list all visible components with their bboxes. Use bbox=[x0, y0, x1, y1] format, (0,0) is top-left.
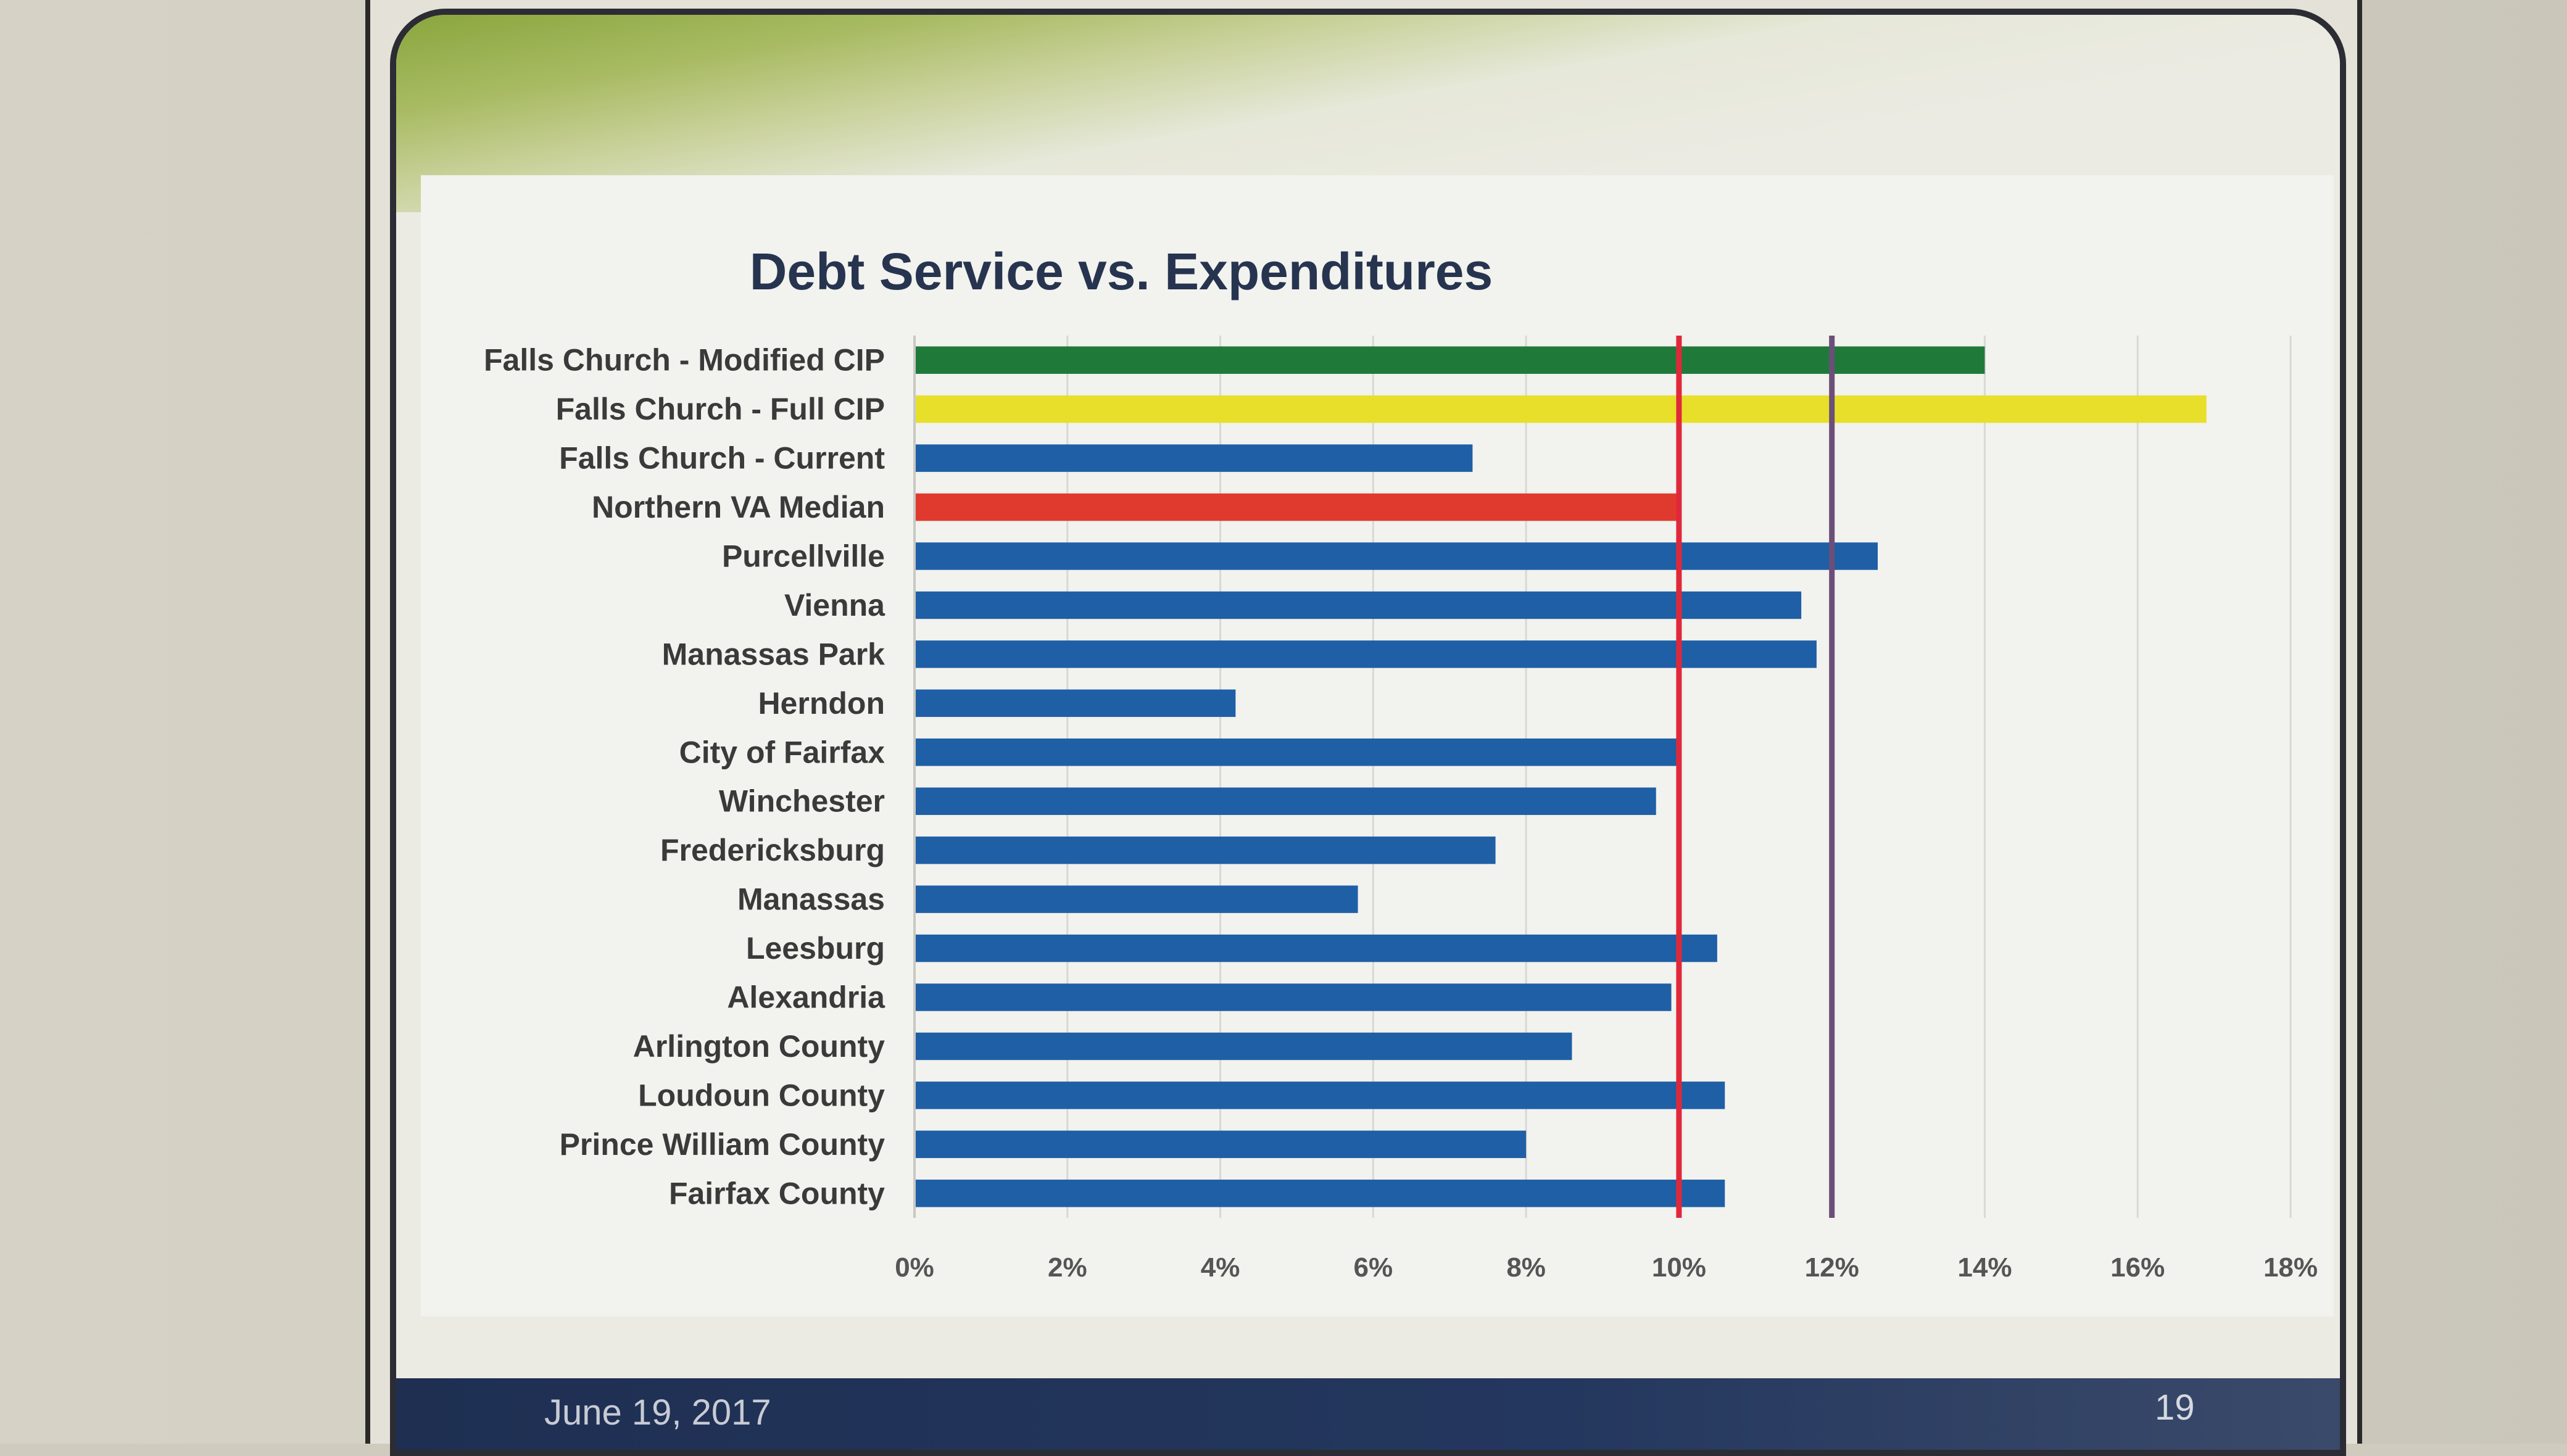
bar bbox=[914, 591, 1802, 619]
category-label: Leesburg bbox=[746, 931, 885, 966]
bar bbox=[914, 640, 1817, 668]
bar bbox=[914, 1130, 1527, 1159]
category-label: Manassas bbox=[737, 882, 885, 917]
x-axis-tick-labels: 0% 2% 4% 6% 8% 10% 12% 14% 16% 18% bbox=[895, 1252, 2318, 1283]
slide-date: June 19, 2017 bbox=[544, 1392, 771, 1433]
x-tick-label: 16% bbox=[2110, 1252, 2165, 1283]
category-label: Prince William County bbox=[560, 1127, 885, 1162]
category-label: Falls Church - Modified CIP bbox=[484, 343, 885, 378]
x-tick-label: 12% bbox=[1805, 1252, 1859, 1283]
chart-panel: Debt Service vs. Expenditures Falls Chur… bbox=[421, 175, 2334, 1317]
reference-lines bbox=[1676, 336, 1835, 1218]
bar bbox=[914, 689, 1236, 718]
bar bbox=[914, 1082, 1725, 1109]
category-label: Alexandria bbox=[727, 980, 885, 1015]
x-tick-label: 8% bbox=[1506, 1252, 1546, 1283]
chart-title: Debt Service vs. Expenditures bbox=[750, 242, 1493, 300]
bar bbox=[914, 983, 1672, 1011]
bar bbox=[914, 493, 1679, 521]
debt-service-chart: Debt Service vs. Expenditures Falls Chur… bbox=[484, 242, 2318, 1283]
bar bbox=[914, 885, 1358, 913]
x-tick-label: 4% bbox=[1201, 1252, 1240, 1283]
bar bbox=[914, 738, 1679, 766]
category-label: Falls Church - Full CIP bbox=[556, 392, 885, 426]
bars bbox=[914, 346, 2207, 1207]
category-label: Falls Church - Current bbox=[559, 441, 885, 476]
category-label: Purcellville bbox=[722, 539, 885, 574]
x-tick-label: 10% bbox=[1652, 1252, 1706, 1283]
bar bbox=[914, 444, 1473, 472]
category-label: Herndon bbox=[758, 686, 885, 721]
x-tick-label: 18% bbox=[2263, 1252, 2318, 1283]
category-label: Vienna bbox=[784, 588, 885, 623]
category-label: Winchester bbox=[719, 784, 885, 819]
bar bbox=[914, 1032, 1572, 1061]
bar bbox=[914, 346, 1985, 374]
category-label: Manassas Park bbox=[662, 637, 885, 671]
presentation-slide: Debt Service vs. Expenditures Falls Chur… bbox=[390, 9, 2346, 1456]
category-label: Fredericksburg bbox=[660, 833, 885, 867]
x-tick-label: 0% bbox=[895, 1252, 934, 1283]
category-label: Arlington County bbox=[633, 1029, 885, 1064]
bar bbox=[914, 395, 2207, 423]
category-label: Loudoun County bbox=[638, 1078, 885, 1112]
bar bbox=[914, 542, 1878, 570]
category-label: Northern VA Median bbox=[592, 490, 885, 524]
category-labels: Falls Church - Modified CIP Falls Church … bbox=[484, 343, 885, 1211]
bar bbox=[914, 1180, 1725, 1207]
bar bbox=[914, 787, 1656, 815]
slide-footer-bar bbox=[396, 1378, 2340, 1450]
x-tick-label: 2% bbox=[1048, 1252, 1087, 1283]
x-tick-label: 6% bbox=[1354, 1252, 1393, 1283]
bar bbox=[914, 836, 1496, 864]
category-label: City of Fairfax bbox=[679, 735, 885, 769]
x-tick-label: 14% bbox=[1957, 1252, 2012, 1283]
slide-page-number: 19 bbox=[2155, 1388, 2195, 1428]
category-label: Fairfax County bbox=[669, 1176, 885, 1210]
bar bbox=[914, 934, 1717, 962]
